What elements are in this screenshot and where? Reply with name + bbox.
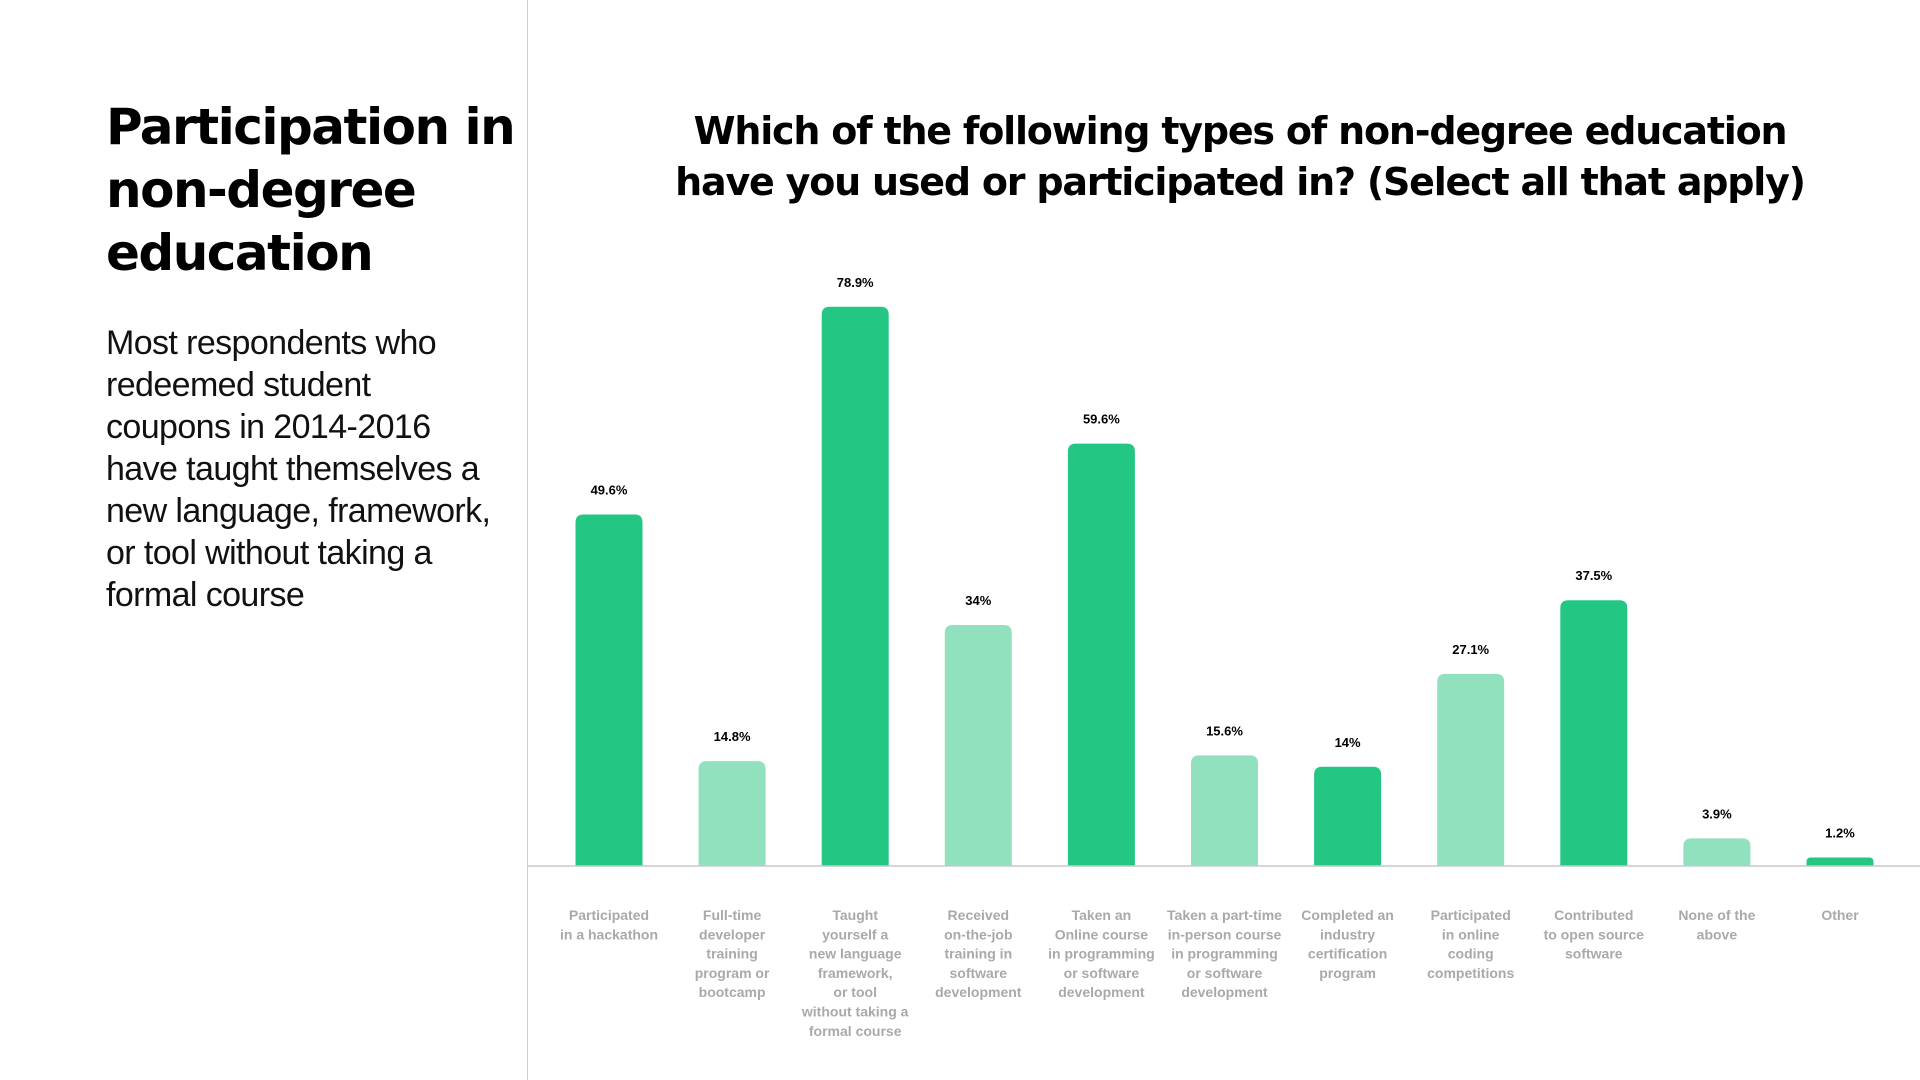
- page-title: Participation in non-degree education: [106, 98, 516, 282]
- bar-4: [944, 625, 1012, 866]
- bar-value-label: 3.9%: [1702, 806, 1732, 821]
- bar-11: [1806, 857, 1874, 866]
- bars-layer: [575, 306, 1874, 866]
- page-description: Most respondents who redeemed student co…: [106, 324, 491, 614]
- category-label: None of the above: [1678, 907, 1755, 942]
- bar-10: [1683, 838, 1751, 866]
- category-label: Other: [1821, 907, 1859, 923]
- category-label: Contributed to open source software: [1544, 907, 1645, 962]
- chart-title: Which of the following types of non-degr…: [675, 109, 1806, 204]
- bar-value-label: 37.5%: [1575, 568, 1612, 583]
- category-labels-layer: Participated in a hackathon Full-time devel…: [560, 907, 1859, 1039]
- left-panel: Participation in non-degree education Mo…: [0, 0, 528, 1080]
- value-labels-layer: 49.6% 14.8% 78.9% 34% 59.6% 15.6% 14% 27.1% 37.5…: [591, 275, 1856, 841]
- bar-7: [1314, 766, 1382, 866]
- bar-value-label: 59.6%: [1083, 412, 1120, 427]
- category-label: Taken a part-time in-person course in prog…: [1167, 907, 1282, 1000]
- bar-2: [698, 761, 766, 866]
- category-label: Taught yourself a new language framework, or…: [801, 907, 909, 1039]
- bar-value-label: 14%: [1335, 735, 1361, 750]
- category-label: Received on-the-job training in software dev…: [935, 907, 1022, 1000]
- bar-8: [1437, 673, 1505, 866]
- bar-9: [1560, 600, 1628, 866]
- category-label: Participated in online coding competitions: [1427, 907, 1514, 981]
- category-label: Full-time developer training program or boot…: [695, 907, 770, 1000]
- bar-value-label: 34%: [965, 593, 991, 608]
- bar-value-label: 15.6%: [1206, 723, 1243, 738]
- bar-3: [821, 306, 889, 866]
- category-label: Completed an industry certification program: [1301, 907, 1394, 981]
- bar-value-label: 1.2%: [1825, 825, 1855, 840]
- bar-1: [575, 514, 643, 866]
- bar-value-label: 27.1%: [1452, 642, 1489, 657]
- bar-6: [1191, 755, 1258, 866]
- category-label: Taken an Online course in programming or so…: [1048, 907, 1155, 1000]
- bar-value-label: 14.8%: [714, 729, 751, 744]
- bar-5: [1067, 443, 1135, 866]
- category-label: Participated in a hackathon: [560, 907, 658, 942]
- bar-value-label: 78.9%: [837, 275, 874, 290]
- bar-value-label: 49.6%: [591, 482, 628, 497]
